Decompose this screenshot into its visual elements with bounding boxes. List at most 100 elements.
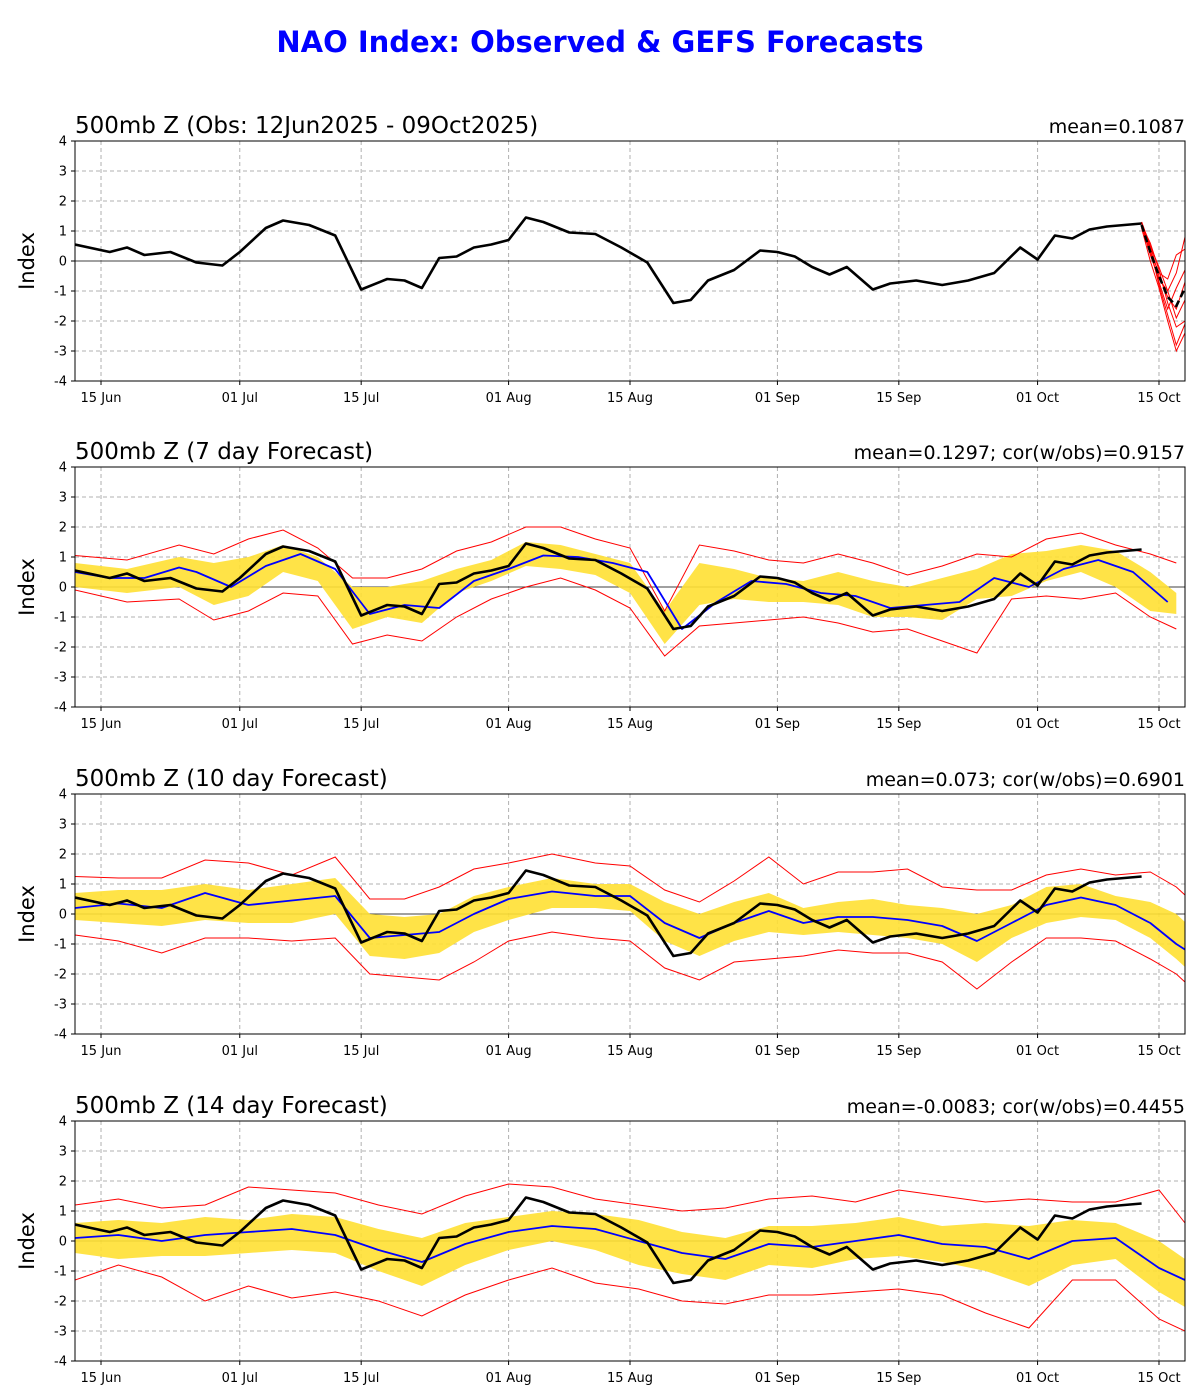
panel-2: 500mb Z (7 day Forecast) mean=0.1297; cor… [15, 439, 1186, 732]
y-tick-label: -3 [54, 998, 67, 1013]
x-tick-label: 01 Jul [222, 717, 258, 732]
x-tick-label: 01 Aug [486, 717, 532, 732]
x-tick-label: 15 Aug [607, 1371, 653, 1386]
x-tick-label: 15 Jul [343, 391, 379, 406]
x-tick-label: 01 Jul [222, 1371, 258, 1386]
y-tick-label: -1 [54, 285, 67, 300]
x-tick-label: 15 Sep [876, 1371, 921, 1386]
y-tick-label: -4 [54, 375, 67, 390]
y-tick-label: -2 [54, 641, 67, 656]
x-tick-label: 01 Jul [222, 1044, 258, 1059]
x-tick-label: 01 Jul [222, 391, 258, 406]
x-tick-label: 01 Oct [1016, 717, 1059, 732]
observed-line [75, 216, 1142, 305]
spread-band [75, 1211, 1185, 1307]
x-tick-label: 15 Jul [343, 717, 379, 732]
x-tick-label: 15 Aug [607, 391, 653, 406]
y-tick-label: 2 [59, 521, 67, 536]
y-tick-label: 3 [59, 818, 67, 833]
y-tick-label: -3 [54, 345, 67, 360]
y-tick-label: 1 [59, 1205, 67, 1220]
x-tick-label: 15 Jul [343, 1371, 379, 1386]
panel-4: 500mb Z (14 day Forecast) mean=-0.0083; c… [15, 1093, 1186, 1386]
y-tick-label: -1 [54, 611, 67, 626]
y-tick-label: -2 [54, 968, 67, 983]
panel-frame [74, 793, 1186, 1035]
y-tick-label: -1 [54, 938, 67, 953]
y-tick-label: 0 [59, 581, 67, 596]
y-tick-label: -2 [54, 1295, 67, 1310]
y-tick-label: 1 [59, 878, 67, 893]
panel-title: 500mb Z (10 day Forecast) [75, 766, 388, 792]
x-tick-label: 01 Aug [486, 1044, 532, 1059]
x-tick-label: 15 Oct [1137, 391, 1180, 406]
ensemble-member-line [1141, 227, 1185, 353]
y-axis-label: Index [15, 1212, 39, 1270]
ensemble-member-line [1141, 224, 1185, 328]
y-axis-label: Index [15, 232, 39, 290]
panel-stat: mean=0.1297; cor(w/obs)=0.9157 [854, 442, 1185, 464]
y-tick-label: 1 [59, 225, 67, 240]
y-tick-label: 2 [59, 1175, 67, 1190]
y-tick-label: -4 [54, 1355, 67, 1370]
y-tick-label: 4 [59, 1115, 67, 1130]
panels: 500mb Z (Obs: 12Jun2025 - 09Oct2025) mean… [15, 113, 1186, 1386]
x-tick-label: 15 Jun [81, 1371, 122, 1386]
panel-stat: mean=0.073; cor(w/obs)=0.6901 [866, 769, 1185, 791]
spread-band [75, 878, 1185, 968]
x-tick-label: 01 Aug [486, 1371, 532, 1386]
y-tick-label: 0 [59, 255, 67, 270]
x-tick-label: 01 Sep [755, 1044, 800, 1059]
y-tick-label: 3 [59, 1145, 67, 1160]
x-tick-label: 15 Jun [81, 1044, 122, 1059]
x-tick-label: 01 Oct [1016, 1044, 1059, 1059]
y-tick-label: 0 [59, 1235, 67, 1250]
observed-line [75, 869, 1142, 958]
y-tick-label: -3 [54, 671, 67, 686]
y-axis-label: Index [15, 558, 39, 616]
x-tick-label: 01 Sep [755, 1371, 800, 1386]
outer-upper-line [75, 526, 1177, 613]
y-tick-label: -1 [54, 1265, 67, 1280]
panel-frame [74, 140, 1186, 382]
panel-title: 500mb Z (7 day Forecast) [75, 439, 373, 465]
x-tick-label: 15 Jul [343, 1044, 379, 1059]
y-axis-label: Index [15, 885, 39, 943]
forecast-mean-line [1140, 224, 1185, 308]
y-tick-label: -4 [54, 701, 67, 716]
ensemble-member-line [1141, 221, 1185, 320]
y-tick-label: 3 [59, 491, 67, 506]
ensemble-member-line [1141, 221, 1185, 347]
ensemble-mean-line [75, 553, 1169, 630]
panel-stat: mean=0.1087 [1049, 116, 1185, 138]
y-tick-label: 4 [59, 461, 67, 476]
x-tick-label: 15 Sep [876, 1044, 921, 1059]
outer-lower-line [75, 1264, 1185, 1332]
outer-upper-line [75, 853, 1185, 903]
observed-line [75, 542, 1142, 631]
outer-lower-line [75, 577, 1177, 657]
y-tick-label: 4 [59, 788, 67, 803]
y-tick-label: 4 [59, 135, 67, 150]
x-tick-label: 15 Oct [1137, 1371, 1180, 1386]
spread-band [75, 542, 1177, 644]
ensemble-mean-line [75, 1225, 1185, 1281]
x-tick-label: 15 Oct [1137, 717, 1180, 732]
x-tick-label: 15 Sep [876, 717, 921, 732]
plot-area [75, 1183, 1185, 1332]
y-tick-label: -3 [54, 1325, 67, 1340]
observed-line [75, 1196, 1142, 1285]
x-tick-label: 15 Jun [81, 391, 122, 406]
plot-area [75, 216, 1185, 353]
x-tick-label: 01 Sep [755, 391, 800, 406]
y-tick-label: 1 [59, 551, 67, 566]
x-tick-label: 15 Aug [607, 717, 653, 732]
x-tick-label: 15 Oct [1137, 1044, 1180, 1059]
y-tick-label: 2 [59, 848, 67, 863]
panel-3: 500mb Z (10 day Forecast) mean=0.073; cor… [15, 766, 1186, 1059]
x-tick-label: 01 Oct [1016, 1371, 1059, 1386]
x-tick-label: 15 Sep [876, 391, 921, 406]
x-tick-label: 01 Sep [755, 717, 800, 732]
panel-title: 500mb Z (14 day Forecast) [75, 1093, 388, 1119]
